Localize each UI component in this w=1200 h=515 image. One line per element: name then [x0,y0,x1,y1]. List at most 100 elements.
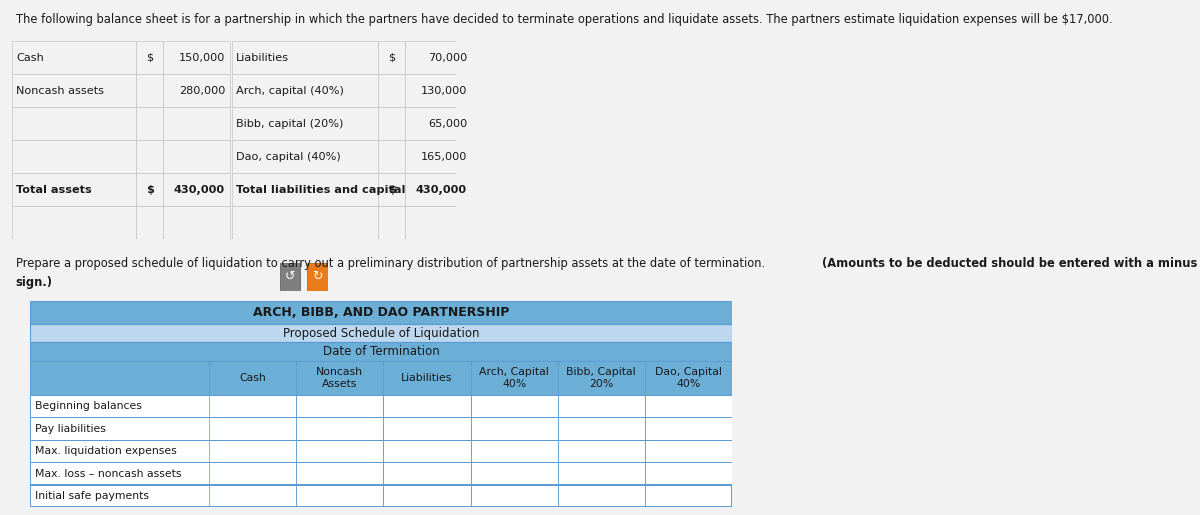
Bar [558,462,644,485]
Text: Liabilities: Liabilities [401,373,452,383]
Bar [137,140,163,174]
Bar [30,440,732,462]
Bar [12,41,137,74]
Bar [12,207,137,239]
Text: Max. loss – noncash assets: Max. loss – noncash assets [35,469,181,478]
Bar [209,418,296,440]
Bar [232,41,378,74]
Text: Bibb, capital (20%): Bibb, capital (20%) [236,119,343,129]
Text: ↻: ↻ [312,270,323,283]
Text: $: $ [146,53,154,63]
Bar [30,462,732,485]
Bar [30,361,732,395]
Bar [644,361,732,395]
Bar [383,440,470,462]
Text: 130,000: 130,000 [421,86,467,96]
Text: 65,000: 65,000 [428,119,467,129]
Text: $: $ [388,53,395,63]
Bar [470,361,558,395]
Bar [296,462,383,485]
Bar [209,440,296,462]
Text: Dao, capital (40%): Dao, capital (40%) [236,152,341,162]
Bar [232,107,378,140]
Bar [30,395,732,418]
Text: 430,000: 430,000 [174,185,226,195]
Bar [378,207,404,239]
Bar [30,440,732,462]
Bar [470,485,558,507]
Text: Pay liabilities: Pay liabilities [35,424,106,434]
Bar [209,462,296,485]
Bar [378,140,404,174]
Bar [137,107,163,140]
Text: Cash: Cash [17,53,44,63]
Bar [137,207,163,239]
Bar [280,263,300,291]
Bar [404,74,472,107]
Bar [404,107,472,140]
Text: ARCH, BIBB, AND DAO PARTNERSHIP: ARCH, BIBB, AND DAO PARTNERSHIP [253,306,509,319]
Bar [209,361,296,395]
Bar [30,418,732,440]
Bar [383,462,470,485]
Text: Date of Termination: Date of Termination [323,345,439,358]
Bar [163,74,229,107]
Bar [383,395,470,418]
Text: 150,000: 150,000 [179,53,226,63]
Bar [163,107,229,140]
Bar [644,485,732,507]
Text: ↺: ↺ [284,270,295,283]
Text: (Amounts to be deducted should be entered with a minus: (Amounts to be deducted should be entere… [822,258,1198,270]
Bar [30,395,732,418]
Text: Prepare a proposed schedule of liquidation to carry out a preliminary distributi: Prepare a proposed schedule of liquidati… [16,258,768,270]
Bar [383,361,470,395]
Bar [296,395,383,418]
Bar [470,440,558,462]
Bar [558,440,644,462]
Bar [378,174,404,207]
Bar [470,395,558,418]
Text: Total liabilities and capital: Total liabilities and capital [236,185,406,195]
Text: Noncash
Assets: Noncash Assets [317,367,364,389]
Bar [307,263,328,291]
Bar [378,74,404,107]
Text: Max. liquidation expenses: Max. liquidation expenses [35,446,176,456]
Bar [30,324,732,342]
Bar [137,174,163,207]
Bar [137,74,163,107]
Bar [644,395,732,418]
Bar [163,140,229,174]
Text: The following balance sheet is for a partnership in which the partners have deci: The following balance sheet is for a par… [16,13,1112,26]
Text: Arch, Capital
40%: Arch, Capital 40% [479,367,548,389]
Text: 70,000: 70,000 [428,53,467,63]
Bar [232,207,378,239]
Bar [137,41,163,74]
Text: 280,000: 280,000 [179,86,226,96]
Bar [558,418,644,440]
Text: Beginning balances: Beginning balances [35,401,142,411]
Bar [383,485,470,507]
Bar [30,485,732,507]
Bar [232,174,378,207]
Bar [232,140,378,174]
Text: Total assets: Total assets [17,185,92,195]
Bar [470,418,558,440]
Bar [644,462,732,485]
Bar [378,107,404,140]
Text: Initial safe payments: Initial safe payments [35,491,149,501]
Bar [30,485,732,507]
Bar [163,41,229,74]
Bar [30,361,209,395]
Bar [404,174,472,207]
Bar [296,418,383,440]
Bar [470,462,558,485]
Bar [558,395,644,418]
Bar [30,301,732,324]
Bar [12,140,137,174]
Bar [296,440,383,462]
Bar [378,41,404,74]
Bar [558,485,644,507]
Text: 165,000: 165,000 [421,152,467,162]
Bar [558,361,644,395]
Text: 430,000: 430,000 [416,185,467,195]
